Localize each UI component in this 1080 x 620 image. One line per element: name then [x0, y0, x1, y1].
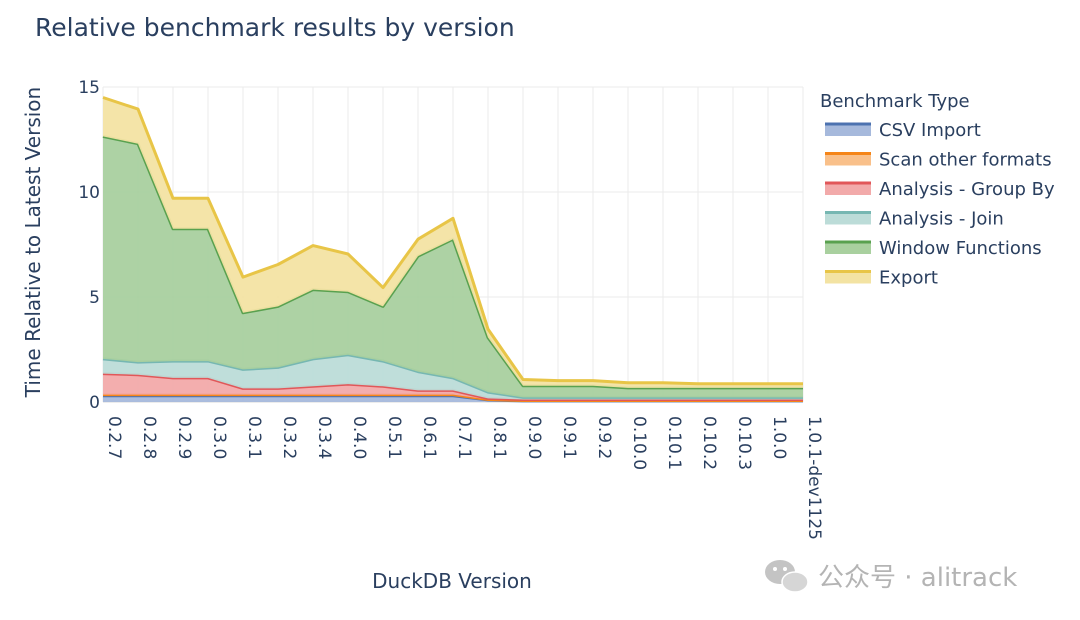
x-tick-label: 0.10.3 — [734, 416, 754, 470]
legend-swatch — [825, 212, 871, 225]
legend-swatch — [825, 271, 871, 284]
x-tick-label: 0.7.1 — [454, 416, 474, 459]
chart-title: Relative benchmark results by version — [35, 13, 515, 42]
legend-label: Analysis - Join — [879, 209, 1004, 230]
series-area-analysis-join — [103, 354, 803, 400]
series-line-export — [102, 96, 803, 386]
legend-label: Window Functions — [879, 238, 1042, 259]
watermark-text: 公众号 · alitrack — [818, 563, 1017, 593]
x-tick-label: 0.3.1 — [244, 416, 264, 459]
legend-swatch — [825, 242, 871, 254]
x-tick-label: 0.10.2 — [699, 416, 719, 470]
wechat-icon — [765, 560, 809, 593]
x-tick-label: 0.10.1 — [664, 416, 684, 470]
legend-item[interactable]: Scan other formats — [825, 150, 1052, 171]
legend: Benchmark Type CSV Import Scan other form… — [820, 91, 1055, 289]
y-tick-label: 5 — [89, 288, 100, 308]
series-area-csv-import — [103, 395, 803, 402]
x-tick-label: 0.6.1 — [419, 416, 439, 459]
x-tick-label: 0.9.0 — [524, 416, 544, 459]
legend-item[interactable]: Window Functions — [825, 238, 1042, 259]
x-tick-label: 0.2.8 — [139, 416, 159, 459]
x-axis-ticks: 0.2.7 0.2.8 0.2.9 0.3.0 0.3.1 0.3.2 0.3.4 0.4.0… — [104, 416, 824, 540]
x-tick-label: 0.8.1 — [489, 416, 509, 459]
y-tick-label: 0 — [89, 393, 100, 413]
legend-item[interactable]: Analysis - Group By — [825, 179, 1055, 200]
legend-item[interactable]: CSV Import — [825, 120, 981, 141]
legend-item[interactable]: Export — [825, 268, 938, 289]
x-tick-label: 0.9.2 — [594, 416, 614, 459]
x-tick-label: 0.4.0 — [349, 416, 369, 459]
legend-label: Analysis - Group By — [879, 179, 1055, 200]
x-tick-label: 1.0.0 — [769, 416, 789, 459]
y-tick-label: 10 — [78, 183, 100, 203]
y-axis-ticks: 0 5 10 15 — [78, 78, 100, 413]
legend-label: Scan other formats — [879, 150, 1052, 171]
x-tick-label: 0.3.2 — [279, 416, 299, 459]
x-tick-label: 1.0.1-dev1125 — [804, 416, 824, 540]
legend-label: Export — [879, 268, 938, 289]
legend-swatch — [825, 124, 871, 136]
stacked-areas — [102, 96, 803, 403]
x-tick-label: 0.3.4 — [314, 416, 334, 459]
legend-swatch — [825, 153, 871, 166]
x-tick-label: 0.5.1 — [384, 416, 404, 459]
y-tick-label: 15 — [78, 78, 100, 98]
x-tick-label: 0.10.0 — [629, 416, 649, 470]
legend-title: Benchmark Type — [820, 91, 970, 112]
legend-item[interactable]: Analysis - Join — [825, 209, 1004, 230]
x-tick-label: 0.2.9 — [174, 416, 194, 459]
x-tick-label: 0.2.7 — [104, 416, 124, 459]
legend-swatch — [825, 183, 871, 195]
x-tick-label: 0.3.0 — [209, 416, 229, 459]
y-axis-title: Time Relative to Latest Version — [21, 87, 45, 398]
x-axis-title: DuckDB Version — [372, 569, 532, 593]
series-area-window-functions — [103, 136, 803, 398]
legend-label: CSV Import — [879, 120, 981, 141]
series-area-analysis-group-by — [103, 373, 803, 401]
x-tick-label: 0.9.1 — [559, 416, 579, 459]
watermark: 公众号 · alitrack — [765, 560, 1017, 593]
